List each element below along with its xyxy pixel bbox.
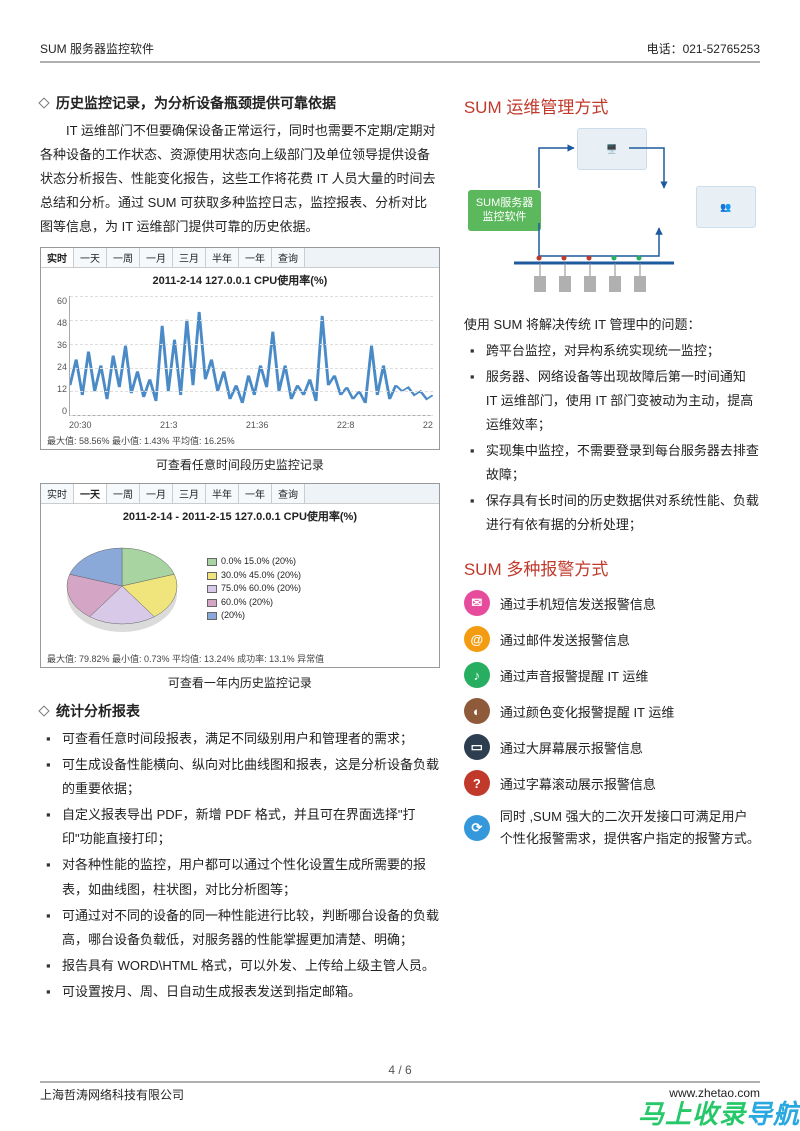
- tab-一年[interactable]: 一年: [239, 484, 272, 503]
- architecture-diagram: 🖥️ SUM服务器监控软件 👥: [464, 128, 760, 298]
- tab-一月[interactable]: 一月: [140, 484, 173, 503]
- dev-icon: ⟳: [464, 815, 490, 841]
- line-chart-stats: 最大值: 58.56% 最小值: 1.43% 平均值: 16.25%: [41, 432, 439, 449]
- alert-list: ✉ 通过手机短信发送报警信息 @ 通过邮件发送报警信息 ♪ 通过声音报警提醒 IT 运维 ◐…: [464, 590, 760, 796]
- tab-一天[interactable]: 一天: [74, 484, 107, 503]
- chart-tabs-2: 实时一天一周一月三月半年一年查询: [41, 484, 439, 504]
- page-number: 4 / 6: [40, 1063, 760, 1077]
- alert-icon: ▭: [464, 734, 490, 760]
- chart-tabs: 实时一天一周一月三月半年一年查询: [41, 248, 439, 268]
- pie-chart-title: 2011-2-14 - 2011-2-15 127.0.0.1 CPU使用率(%…: [41, 504, 439, 528]
- legend-item: 30.0% 45.0% (20%): [207, 569, 301, 583]
- pie-chart: [47, 534, 197, 644]
- tab-实时[interactable]: 实时: [41, 248, 74, 267]
- tab-一年[interactable]: 一年: [239, 248, 272, 267]
- alert-icon: ♪: [464, 662, 490, 688]
- right-heading-1: SUM 运维管理方式: [464, 93, 760, 118]
- tab-一月[interactable]: 一月: [140, 248, 173, 267]
- tab-半年[interactable]: 半年: [206, 484, 239, 503]
- alert-final-row: ⟳ 同时 ,SUM 强大的二次开发接口可满足用户个性化报警需求，提供客户指定的报…: [464, 806, 760, 850]
- alert-text: 通过手机短信发送报警信息: [500, 594, 656, 613]
- pie-chart-box: 实时一天一周一月三月半年一年查询 2011-2-14 - 2011-2-15 1…: [40, 483, 440, 668]
- line-chart-box: 实时一天一周一月三月半年一年查询 2011-2-14 127.0.0.1 CPU…: [40, 247, 440, 450]
- tab-三月[interactable]: 三月: [173, 484, 206, 503]
- line-chart: 60483624120 20:3021:321:3622:822: [41, 292, 439, 432]
- alert-row: ▭ 通过大屏幕展示报警信息: [464, 734, 760, 760]
- alert-row: @ 通过邮件发送报警信息: [464, 626, 760, 652]
- alert-text: 通过大屏幕展示报警信息: [500, 738, 643, 757]
- tab-一周[interactable]: 一周: [107, 248, 140, 267]
- list-item: 对各种性能的监控，用户都可以通过个性化设置生成所需要的报表，如曲线图，柱状图，对…: [44, 853, 440, 901]
- legend-item: 75.0% 60.0% (20%): [207, 582, 301, 596]
- header-right: 电话：021-52765253: [647, 40, 760, 57]
- diamond-icon: [38, 706, 49, 717]
- alert-icon: ?: [464, 770, 490, 796]
- tab-三月[interactable]: 三月: [173, 248, 206, 267]
- alert-row: ♪ 通过声音报警提醒 IT 运维: [464, 662, 760, 688]
- tab-一天[interactable]: 一天: [74, 248, 107, 267]
- list-item: 报告具有 WORD\HTML 格式，可以外发、上传给上级主管人员。: [44, 954, 440, 978]
- list-item: 跨平台监控，对异构系统实现统一监控；: [468, 339, 760, 363]
- left-column: 历史监控记录，为分析设备瓶颈提供可靠依据 IT 运维部门不但要确保设备正常运行，…: [40, 93, 440, 1006]
- legend-item: 60.0% (20%): [207, 596, 301, 610]
- right1-intro: 使用 SUM 将解决传统 IT 管理中的问题：: [464, 314, 760, 333]
- legend-item: (20%): [207, 609, 301, 623]
- right-column: SUM 运维管理方式 🖥️ SUM服务器监控软件 👥 使用 SUM 将解决传统 …: [464, 93, 760, 1006]
- alert-row: ? 通过字幕滚动展示报警信息: [464, 770, 760, 796]
- list-item: 可通过对不同的设备的同一种性能进行比较，判断哪台设备的负载高，哪台设备负载低，对…: [44, 904, 440, 952]
- list-item: 可设置按月、周、日自动生成报表发送到指定邮箱。: [44, 980, 440, 1004]
- alert-text: 通过邮件发送报警信息: [500, 630, 630, 649]
- legend-item: 0.0% 15.0% (20%): [207, 555, 301, 569]
- section1-para: IT 运维部门不但要确保设备正常运行，同时也需要不定期/定期对各种设备的工作状态…: [40, 119, 440, 239]
- footer-left: 上海哲涛网络科技有限公司: [40, 1086, 184, 1103]
- alert-row: ◐ 通过颜色变化报警提醒 IT 运维: [464, 698, 760, 724]
- plot-area: [69, 296, 433, 416]
- caption1: 可查看任意时间段历史监控记录: [40, 456, 440, 473]
- tab-查询[interactable]: 查询: [272, 248, 305, 267]
- users-icon: 👥: [696, 186, 756, 228]
- sum-box: SUM服务器监控软件: [468, 190, 541, 231]
- caption2: 可查看一年内历史监控记录: [40, 674, 440, 691]
- alert-text: 通过颜色变化报警提醒 IT 运维: [500, 702, 675, 721]
- tab-一周[interactable]: 一周: [107, 484, 140, 503]
- list-item: 可生成设备性能横向、纵向对比曲线图和报表，这是分析设备负载的重要依据；: [44, 753, 440, 801]
- pie-chart-stats: 最大值: 79.82% 最小值: 0.73% 平均值: 13.24% 成功率: …: [41, 650, 439, 667]
- list-item: 保存具有长时间的历史数据供对系统性能、负载进行有依有据的分析处理；: [468, 489, 760, 537]
- alert-icon: ✉: [464, 590, 490, 616]
- monitor-icon: 🖥️: [577, 128, 647, 170]
- tab-半年[interactable]: 半年: [206, 248, 239, 267]
- list-item: 可查看任意时间段报表，满足不同级别用户和管理者的需求；: [44, 727, 440, 751]
- right1-list: 跨平台监控，对异构系统实现统一监控；服务器、网络设备等出现故障后第一时间通知 I…: [464, 339, 760, 537]
- alert-icon: ◐: [464, 698, 490, 724]
- tab-查询[interactable]: 查询: [272, 484, 305, 503]
- alert-text: 通过字幕滚动展示报警信息: [500, 774, 656, 793]
- y-axis: 60483624120: [43, 296, 67, 416]
- section1-title: 历史监控记录，为分析设备瓶颈提供可靠依据: [40, 93, 440, 113]
- list-item: 服务器、网络设备等出现故障后第一时间通知 IT 运维部门，使用 IT 部门变被动…: [468, 365, 760, 437]
- list-item: 自定义报表导出 PDF，新增 PDF 格式，并且可在界面选择"打印"功能直接打印…: [44, 803, 440, 851]
- x-axis: 20:3021:321:3622:822: [69, 420, 433, 430]
- list-item: 实现集中监控，不需要登录到每台服务器去排查故障；: [468, 439, 760, 487]
- line-chart-title: 2011-2-14 127.0.0.1 CPU使用率(%): [41, 268, 439, 292]
- header-left: SUM 服务器监控软件: [40, 40, 154, 57]
- alert-icon: @: [464, 626, 490, 652]
- header-bar: SUM 服务器监控软件 电话：021-52765253: [40, 40, 760, 63]
- alert-row: ✉ 通过手机短信发送报警信息: [464, 590, 760, 616]
- alert-final-text: 同时 ,SUM 强大的二次开发接口可满足用户个性化报警需求，提供客户指定的报警方…: [500, 806, 760, 850]
- stats-report-list: 可查看任意时间段报表，满足不同级别用户和管理者的需求；可生成设备性能横向、纵向对…: [40, 727, 440, 1004]
- diamond-icon: [38, 97, 49, 108]
- section2-title: 统计分析报表: [40, 701, 440, 721]
- pie-legend: 0.0% 15.0% (20%)30.0% 45.0% (20%)75.0% 6…: [207, 555, 301, 623]
- right-heading-2: SUM 多种报警方式: [464, 555, 760, 580]
- tab-实时[interactable]: 实时: [41, 484, 74, 503]
- alert-text: 通过声音报警提醒 IT 运维: [500, 666, 649, 685]
- watermark: 马上收录导航: [638, 1094, 800, 1131]
